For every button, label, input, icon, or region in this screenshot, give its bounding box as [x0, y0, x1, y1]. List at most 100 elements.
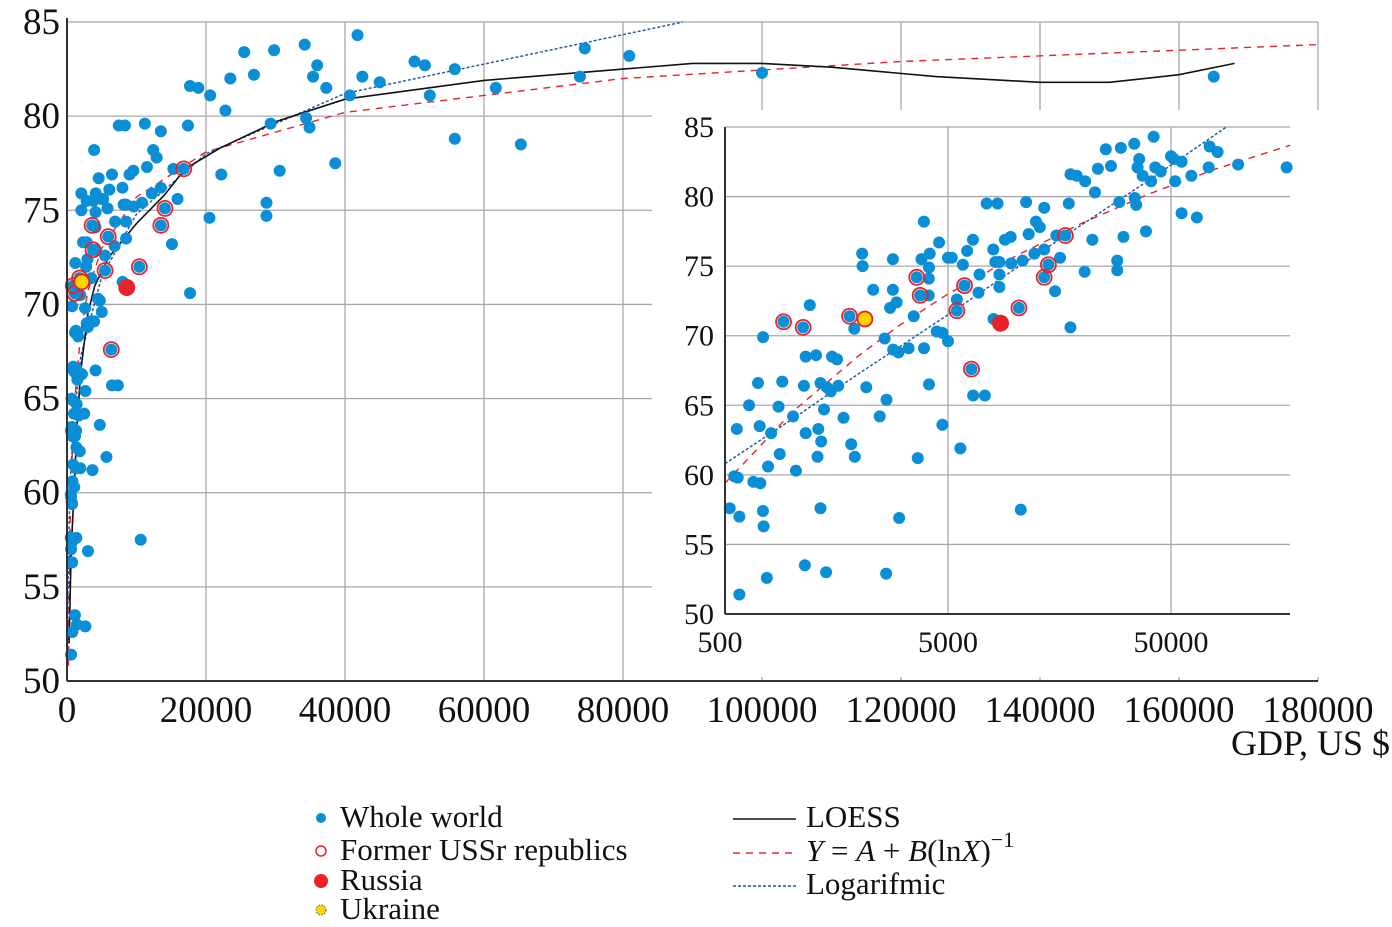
main-world-point: [154, 125, 167, 138]
inset-world-point: [886, 283, 899, 296]
inset-ussr-point: [908, 268, 926, 286]
main-world-point: [66, 556, 79, 569]
inset-world-point: [911, 452, 924, 465]
legend-label: Ukraine: [340, 891, 440, 926]
main-x-tick-label: 80000: [577, 690, 670, 731]
main-world-point: [351, 29, 364, 42]
main-y-tick-label: 70: [23, 284, 60, 325]
inset-world-point: [923, 378, 936, 391]
main-world-point: [181, 119, 194, 132]
inset-world-point: [922, 272, 935, 285]
main-world-point: [89, 206, 102, 219]
legend-ussr-marker: [315, 845, 327, 857]
inset-world-point: [993, 281, 1006, 294]
inset-world-point: [1104, 159, 1117, 172]
main-world-point: [264, 117, 277, 130]
inset-world-point: [1038, 271, 1051, 284]
main-y-tick-label: 50: [23, 661, 60, 702]
main-world-point: [78, 407, 91, 420]
inset-world-point: [733, 510, 746, 523]
inset-world-point: [942, 335, 954, 348]
main-world-point: [215, 168, 228, 181]
main-world-point: [134, 533, 147, 546]
inset-world-point: [789, 464, 802, 477]
inset-axes: 50 55 60 65 70 75 80 85 500 5000 50000: [684, 111, 1290, 659]
inset-world-point: [831, 353, 844, 366]
main-world-point: [100, 450, 113, 463]
inset-world-point: [945, 251, 958, 264]
inset-world-point: [1028, 247, 1041, 260]
inset-world-point: [723, 502, 736, 515]
main-world-point: [177, 162, 190, 175]
main-world-point: [448, 63, 461, 76]
main-y-tick-label: 55: [23, 567, 60, 608]
main-world-point: [75, 187, 88, 200]
main-world-point: [219, 104, 232, 117]
inset-world-point: [950, 293, 963, 306]
inset-y-tick-label: 70: [684, 320, 714, 353]
inset-world-point: [848, 322, 861, 335]
legend-ukraine-marker: [315, 904, 327, 916]
main-world-point: [573, 70, 586, 83]
main-ussr-point: [156, 200, 174, 217]
inset-world-point: [814, 502, 827, 515]
main-x-tick-label: 140000: [985, 690, 1096, 731]
main-x-tick-label: 0: [58, 690, 77, 731]
inset-world-point: [987, 243, 1000, 256]
inset-chart: 50 55 60 65 70 75 80 85 500 5000 50000: [652, 110, 1320, 677]
inset-world-point: [756, 505, 769, 518]
formula-part: +: [875, 833, 908, 868]
main-world-point: [133, 260, 146, 273]
inset-world-point: [772, 400, 785, 413]
inset-world-point: [1190, 211, 1203, 224]
inset-ussr-point: [1040, 256, 1057, 274]
main-world-point: [300, 112, 313, 125]
inset-ussr-point: [775, 313, 792, 331]
inset-world-point: [1020, 196, 1033, 209]
inset-world-point: [820, 566, 833, 579]
inset-world-point: [752, 377, 765, 390]
formula-part: ): [980, 833, 990, 868]
inset-world-point: [810, 349, 823, 362]
legend-russia-marker: [314, 874, 328, 888]
inset-world-point: [1079, 175, 1092, 188]
inset-y-tick-label: 55: [684, 528, 714, 561]
inset-world-point: [1280, 161, 1293, 174]
inset-world-point: [915, 253, 928, 266]
main-world-point: [92, 172, 105, 185]
inset-ussr-point: [911, 286, 929, 304]
inset-ukraine-point: [856, 310, 874, 328]
main-world-point: [101, 202, 114, 215]
inset-inverse_log-line: [724, 144, 1291, 484]
inset-world-point: [776, 375, 789, 388]
main-world-point: [623, 49, 636, 62]
inset-world-point: [956, 258, 969, 271]
main-world-point: [303, 121, 316, 134]
inset-world-point: [1022, 228, 1035, 241]
main-world-point: [145, 187, 158, 200]
main-world-point: [307, 70, 320, 83]
main-world-point: [224, 72, 237, 85]
formula-part: B: [908, 833, 927, 868]
inset-world-point: [923, 261, 936, 274]
inset-world-point: [873, 410, 886, 423]
main-x-tick-label: 160000: [1124, 690, 1235, 731]
inset-world-point: [936, 418, 949, 431]
inset-world-point: [837, 411, 850, 424]
inset-world-point: [1232, 158, 1245, 171]
main-world-point: [268, 44, 281, 57]
inset-world-point: [907, 310, 920, 323]
inset-world-point: [1016, 254, 1029, 267]
main-world-point: [136, 196, 149, 209]
formula-part: X: [960, 833, 982, 868]
main-world-point: [192, 81, 205, 94]
inset-y-tick-label: 65: [684, 389, 714, 422]
main-world-point: [514, 138, 527, 151]
inset-world-point: [930, 325, 943, 338]
inset-world-point: [777, 315, 790, 328]
legend-label: Logarifmic: [806, 866, 945, 901]
formula-part: Y: [806, 833, 826, 868]
main-y-tick-label: 75: [23, 190, 60, 231]
main-world-point: [140, 160, 153, 173]
main-world-point: [356, 70, 369, 83]
